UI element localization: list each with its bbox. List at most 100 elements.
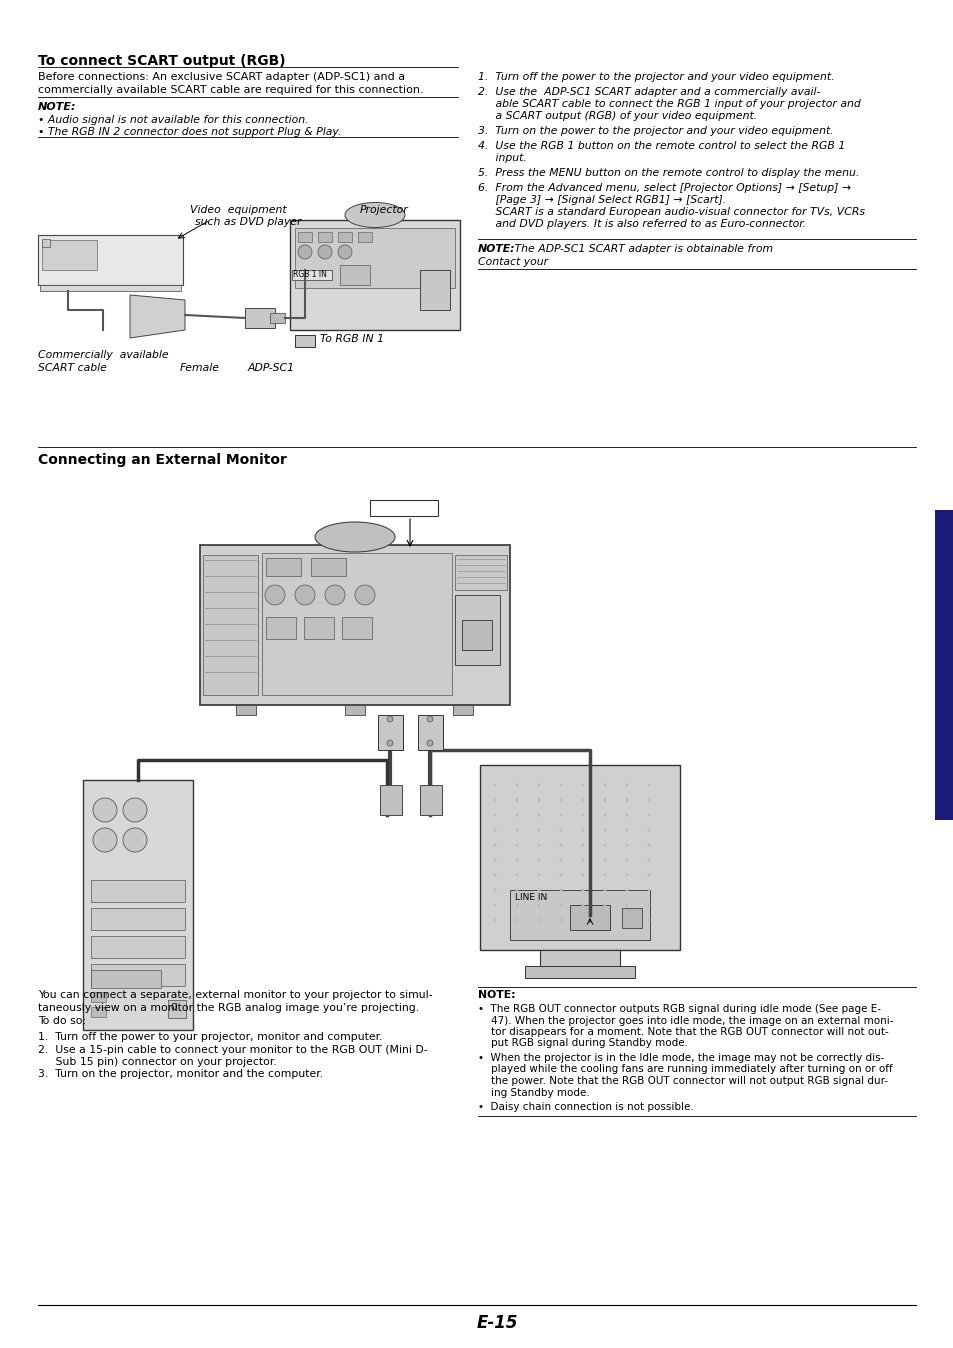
Text: •  When the projector is in the Idle mode, the image may not be correctly dis-: • When the projector is in the Idle mode…	[477, 1053, 883, 1064]
Text: Connecting an External Monitor: Connecting an External Monitor	[38, 453, 287, 466]
Circle shape	[603, 918, 606, 922]
Circle shape	[294, 585, 314, 605]
Circle shape	[558, 918, 562, 922]
Bar	[290, 220, 459, 330]
Bar	[455, 555, 506, 590]
Circle shape	[558, 798, 562, 802]
Text: Video  equipment: Video equipment	[190, 205, 286, 214]
Bar	[91, 909, 185, 930]
Bar	[42, 239, 50, 247]
Circle shape	[558, 859, 562, 861]
Circle shape	[581, 859, 584, 861]
Circle shape	[625, 874, 628, 876]
Circle shape	[515, 874, 518, 876]
Bar	[297, 232, 312, 243]
Circle shape	[581, 798, 584, 802]
Text: ADP-SC1: ADP-SC1	[248, 363, 294, 373]
Bar	[417, 714, 442, 749]
Circle shape	[387, 740, 393, 745]
Circle shape	[603, 783, 606, 786]
Bar	[91, 1007, 106, 1016]
Text: 3.  Turn on the projector, monitor and the computer.: 3. Turn on the projector, monitor and th…	[38, 1069, 323, 1078]
Circle shape	[297, 245, 312, 259]
Bar	[370, 500, 437, 516]
Circle shape	[515, 813, 518, 817]
Circle shape	[493, 813, 496, 817]
Circle shape	[537, 874, 540, 876]
Bar	[294, 228, 455, 288]
Bar	[621, 909, 641, 927]
Bar	[262, 553, 452, 696]
Circle shape	[603, 813, 606, 817]
Text: taneously view on a monitor the RGB analog image you’re projecting.: taneously view on a monitor the RGB anal…	[38, 1003, 418, 1012]
Text: Female: Female	[180, 363, 220, 373]
Bar	[479, 766, 679, 950]
Circle shape	[581, 888, 584, 891]
Circle shape	[493, 903, 496, 906]
Circle shape	[515, 829, 518, 832]
Bar	[91, 880, 185, 902]
Bar	[337, 232, 352, 243]
Text: 5.  Press the MENU button on the remote control to display the menu.: 5. Press the MENU button on the remote c…	[477, 168, 859, 178]
Text: RGB 1 IN: RGB 1 IN	[293, 270, 327, 279]
Circle shape	[625, 844, 628, 847]
Bar	[317, 232, 332, 243]
Circle shape	[625, 783, 628, 786]
Circle shape	[515, 859, 518, 861]
Circle shape	[558, 874, 562, 876]
Circle shape	[515, 783, 518, 786]
Circle shape	[647, 798, 650, 802]
Bar	[294, 336, 314, 346]
Circle shape	[427, 740, 433, 745]
Bar	[539, 950, 619, 968]
Text: RGB OUT: RGB OUT	[373, 501, 427, 515]
Circle shape	[581, 783, 584, 786]
Text: • Audio signal is not available for this connection.: • Audio signal is not available for this…	[38, 115, 309, 125]
Text: NOTE:: NOTE:	[477, 244, 515, 253]
Circle shape	[493, 918, 496, 922]
Circle shape	[558, 783, 562, 786]
Circle shape	[581, 829, 584, 832]
Text: able SCART cable to connect the RGB 1 input of your projector and: able SCART cable to connect the RGB 1 in…	[477, 98, 860, 109]
Bar	[304, 617, 334, 639]
Text: ing Standby mode.: ing Standby mode.	[477, 1088, 589, 1097]
Circle shape	[603, 829, 606, 832]
Text: 2.  Use a 15-pin cable to connect your monitor to the RGB OUT (Mini D-: 2. Use a 15-pin cable to connect your mo…	[38, 1045, 427, 1055]
Circle shape	[537, 829, 540, 832]
Circle shape	[581, 844, 584, 847]
Circle shape	[537, 783, 540, 786]
Text: • The RGB IN 2 connector does not support Plug & Play.: • The RGB IN 2 connector does not suppor…	[38, 127, 341, 137]
Text: 1.  Turn off the power to your projector, monitor and computer.: 1. Turn off the power to your projector,…	[38, 1033, 382, 1042]
Text: a SCART output (RGB) of your video equipment.: a SCART output (RGB) of your video equip…	[477, 111, 757, 121]
Text: 4.  Use the RGB 1 button on the remote control to select the RGB 1: 4. Use the RGB 1 button on the remote co…	[477, 142, 844, 151]
Circle shape	[647, 903, 650, 906]
Circle shape	[558, 829, 562, 832]
Text: 3.  Turn on the power to the projector and your video equipment.: 3. Turn on the power to the projector an…	[477, 125, 833, 136]
Circle shape	[537, 859, 540, 861]
Text: input.: input.	[477, 154, 526, 163]
Text: The ADP-SC1 SCART adapter is obtainable from: The ADP-SC1 SCART adapter is obtainable …	[511, 244, 772, 253]
Text: tor disappears for a moment. Note that the RGB OUT connector will not out-: tor disappears for a moment. Note that t…	[477, 1027, 888, 1037]
Bar	[42, 240, 97, 270]
Text: You can connect a separate, external monitor to your projector to simul-: You can connect a separate, external mon…	[38, 989, 432, 1000]
Circle shape	[625, 888, 628, 891]
Text: 2.  Use the  ADP-SC1 SCART adapter and a commercially avail-: 2. Use the ADP-SC1 SCART adapter and a c…	[477, 88, 820, 97]
Text: SCART cable: SCART cable	[38, 363, 107, 373]
Bar	[200, 545, 510, 705]
Bar	[345, 705, 365, 714]
Bar	[357, 232, 372, 243]
Text: To do so:: To do so:	[38, 1016, 86, 1026]
Circle shape	[123, 798, 147, 822]
Circle shape	[493, 829, 496, 832]
Text: put RGB signal during Standby mode.: put RGB signal during Standby mode.	[477, 1038, 687, 1049]
Circle shape	[581, 813, 584, 817]
Circle shape	[603, 844, 606, 847]
Bar	[311, 558, 346, 576]
Bar	[91, 992, 106, 1002]
Text: 6.  From the Advanced menu, select [Projector Options] → [Setup] →: 6. From the Advanced menu, select [Proje…	[477, 183, 850, 193]
Circle shape	[647, 859, 650, 861]
Circle shape	[558, 813, 562, 817]
Bar	[91, 936, 185, 958]
Text: Contact your: Contact your	[477, 257, 548, 267]
Circle shape	[647, 918, 650, 922]
